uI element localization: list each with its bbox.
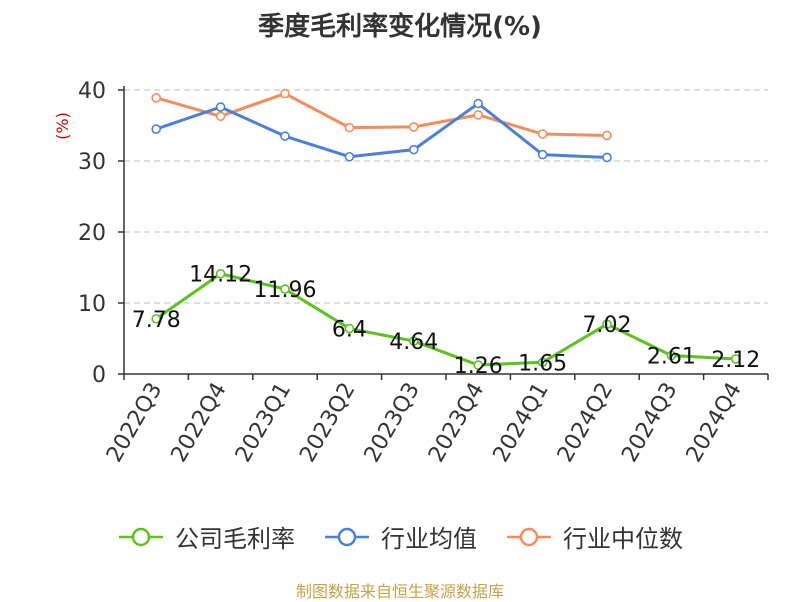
legend: 公司毛利率 行业均值 行业中位数 (0, 519, 800, 554)
y-tick-label: 40 (78, 79, 106, 104)
data-label: 1.26 (454, 354, 503, 379)
data-label: 2.61 (647, 344, 696, 369)
data-point (151, 124, 161, 134)
data-point (730, 354, 741, 364)
chart-title: 季度毛利率变化情况(%) (258, 12, 542, 42)
data-point (344, 151, 355, 162)
x-tick-label: 2022Q4 (166, 379, 231, 467)
data-point (537, 357, 548, 368)
data-point (666, 350, 677, 361)
data-point (215, 111, 226, 122)
data-point (151, 93, 161, 103)
y-tick-label: 0 (92, 363, 106, 388)
source-note: 制图数据来自恒生聚源数据库 (295, 582, 504, 601)
data-point (408, 144, 419, 155)
y-tick-label: 30 (78, 150, 106, 175)
legend-item[interactable]: 行业中位数 (505, 519, 683, 554)
data-point (473, 360, 484, 370)
legend-marker-icon (325, 527, 369, 546)
legend-marker-icon (119, 527, 163, 546)
data-point (602, 319, 612, 329)
x-tick-label: 2024Q2 (553, 379, 618, 467)
legend-item[interactable]: 公司毛利率 (117, 519, 295, 554)
data-point (473, 110, 484, 120)
y-tick-label: 10 (78, 292, 106, 317)
x-tick-label: 2023Q3 (360, 379, 425, 467)
data-label: 4.64 (389, 330, 438, 355)
data-point (344, 323, 355, 334)
data-label: 1.65 (518, 351, 567, 376)
legend-marker-icon (507, 527, 551, 546)
legend-label: 行业中位数 (563, 525, 683, 553)
data-label: 6.4 (332, 318, 367, 343)
y-axis-label: (%) (53, 112, 72, 140)
data-label: 2.12 (711, 348, 760, 373)
series-line (155, 101, 608, 159)
x-tick-label: 2024Q3 (617, 379, 682, 467)
data-point (473, 98, 484, 109)
data-label: 7.02 (583, 313, 632, 338)
data-label: 7.78 (132, 308, 181, 333)
data-point (602, 152, 612, 163)
data-point (344, 122, 355, 133)
series-line (155, 272, 736, 367)
x-tick-label: 2024Q1 (488, 379, 553, 467)
legend-label: 行业均值 (381, 525, 477, 553)
x-tick-label: 2023Q1 (231, 379, 296, 467)
y-tick-label: 20 (78, 221, 106, 246)
x-tick-label: 2024Q4 (682, 379, 747, 467)
data-point (215, 102, 226, 112)
data-point (280, 131, 290, 141)
data-point (280, 284, 290, 294)
data-point (537, 149, 548, 160)
data-point (280, 88, 290, 99)
data-label: 14.12 (189, 263, 252, 288)
legend-label: 公司毛利率 (175, 525, 295, 553)
data-point (215, 268, 226, 279)
data-label: 11.96 (254, 278, 317, 303)
x-tick-label: 2023Q4 (424, 379, 489, 467)
data-point (408, 122, 419, 132)
data-point (151, 313, 161, 324)
data-point (537, 129, 548, 139)
legend-item[interactable]: 行业均值 (323, 519, 477, 554)
x-tick-label: 2023Q2 (295, 379, 360, 467)
x-tick-label: 2022Q3 (102, 379, 167, 467)
data-point (408, 336, 419, 346)
data-point (602, 130, 612, 141)
